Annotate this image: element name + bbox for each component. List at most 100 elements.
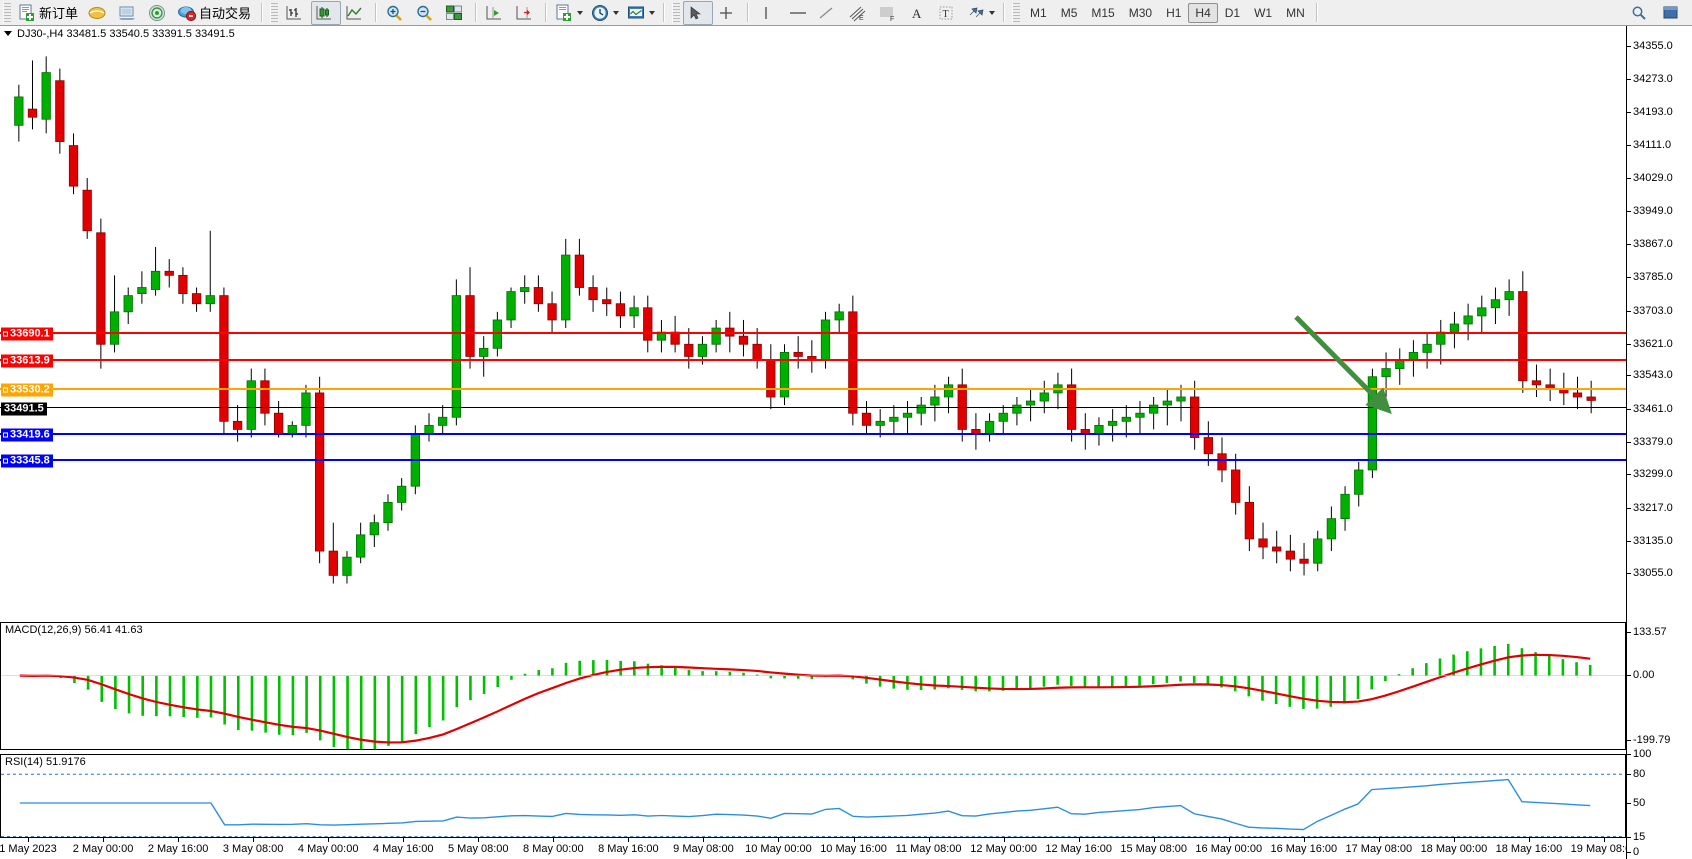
candlestick-chart-icon-button[interactable] — [311, 0, 342, 25]
candle-body — [1531, 380, 1542, 386]
price-axis-tick — [1627, 277, 1631, 279]
templates-icon-button[interactable] — [623, 1, 659, 25]
price-line-33613[interactable] — [0, 359, 1626, 361]
candle-body — [793, 351, 803, 357]
chart-area[interactable]: DJ30-,H4 33481.5 33540.5 33391.5 33491.5… — [0, 26, 1692, 859]
toolbar-grip[interactable] — [3, 2, 11, 23]
price-tag-support[interactable]: 33419.6 — [1, 428, 53, 442]
price-pane[interactable] — [0, 28, 1626, 620]
trend-line-icon-button[interactable] — [813, 1, 843, 25]
candle-body — [41, 72, 51, 120]
timeframe-h4[interactable]: H4 — [1188, 2, 1218, 23]
price-axis-tick — [1627, 46, 1631, 48]
price-tag-resistance[interactable]: 33613.9 — [1, 354, 53, 368]
rsi-axis-tick — [1627, 803, 1631, 804]
candle-body — [779, 351, 790, 398]
window-control-icon-button[interactable] — [1659, 1, 1689, 25]
timeframe-m15[interactable]: M15 — [1091, 5, 1115, 20]
terminal-icon-button[interactable] — [114, 1, 144, 25]
price-tag-value: 33345.8 — [10, 454, 50, 467]
autotrading-button[interactable]: 自动交易 — [174, 1, 257, 25]
chart-toolbar-grip[interactable] — [270, 2, 279, 23]
new-chart-icon-button[interactable] — [551, 1, 587, 25]
cursor-icon-button[interactable] — [683, 0, 714, 25]
tile-windows-icon-button[interactable] — [441, 1, 471, 25]
candle-body — [96, 232, 106, 345]
rsi-axis-label: 50 — [1633, 797, 1646, 809]
candle-body — [684, 343, 694, 357]
macd-pane[interactable] — [0, 622, 1626, 750]
time-axis-label: 10 May 00:00 — [745, 843, 812, 855]
equidistant-channel-icon-button[interactable]: E — [843, 1, 873, 25]
price-line-33530[interactable] — [0, 388, 1626, 390]
timeframe-m1[interactable]: M1 — [1030, 5, 1047, 20]
chevron-down-icon-4[interactable] — [989, 10, 996, 15]
fibonacci-icon-button[interactable]: F — [873, 1, 903, 25]
auto-scroll-icon-button[interactable] — [511, 1, 541, 25]
time-axis-label: 1 May 2023 — [0, 843, 57, 855]
new-order-label: 新订单 — [39, 6, 79, 21]
toolbar-separator-3 — [475, 3, 478, 22]
candle-body — [1422, 343, 1432, 353]
macd-indicator-label: MACD(12,26,9) 56.41 41.63 — [5, 624, 143, 636]
candle-body — [1285, 550, 1296, 560]
chevron-down-icon-3[interactable] — [649, 10, 656, 15]
candle-body — [711, 327, 721, 345]
price-axis-tick — [1627, 343, 1631, 345]
chart-shift-icon-button[interactable] — [481, 1, 511, 25]
price-axis[interactable]: 34355.0 34273.0 34193.0 34111.0 34029.0 33949… — [1626, 26, 1692, 859]
drawing-toolbar-grip[interactable] — [672, 2, 681, 23]
time-axis-label: 2 May 00:00 — [72, 843, 134, 855]
arrows-icon-button[interactable] — [963, 1, 999, 25]
horizontal-line-icon-button[interactable] — [783, 1, 813, 25]
signals-icon-button[interactable] — [144, 1, 174, 25]
svg-text:E: E — [859, 15, 864, 22]
time-axis[interactable]: 1 May 2023 2 May 00:00 2 May 16:00 3 May 08… — [0, 837, 1637, 859]
candle-body — [492, 319, 503, 349]
rsi-pane[interactable] — [0, 754, 1626, 852]
text-icon-button[interactable]: A — [903, 1, 933, 25]
candle-body — [1039, 392, 1049, 402]
price-axis-label: 33055.0 — [1633, 567, 1673, 580]
time-axis-label: 16 May 00:00 — [1195, 843, 1263, 855]
zoom-out-icon-button[interactable] — [411, 1, 441, 25]
timeframe-m30[interactable]: M30 — [1128, 5, 1153, 20]
timeframe-w1[interactable]: W1 — [1254, 5, 1273, 20]
price-axis-label: 33949.0 — [1633, 204, 1673, 217]
new-order-button[interactable]: 新订单 — [14, 1, 84, 25]
price-tag-resistance[interactable]: 33690.1 — [1, 327, 53, 341]
price-tag-support[interactable]: 33345.8 — [1, 454, 53, 468]
price-line-33690[interactable] — [0, 332, 1626, 334]
time-axis-label: 12 May 16:00 — [1045, 843, 1112, 855]
chevron-down-icon[interactable] — [577, 10, 584, 15]
timeframe-h1[interactable]: H1 — [1166, 5, 1182, 20]
zoom-in-icon-button[interactable] — [381, 1, 411, 25]
timeframe-m5[interactable]: M5 — [1060, 5, 1078, 20]
green-trend-arrow[interactable] — [1290, 311, 1410, 426]
price-line-33419[interactable] — [0, 433, 1626, 435]
price-tag-pivot[interactable]: 33530.2 — [1, 383, 53, 397]
text-label-icon-button[interactable]: T — [933, 1, 963, 25]
timeframe-toolbar-grip[interactable] — [1012, 2, 1021, 23]
chart-menu-caret-icon[interactable] — [4, 31, 12, 36]
price-line-33491-current[interactable] — [0, 407, 1626, 408]
search-icon-button[interactable] — [1627, 1, 1657, 25]
data-window-icon-button[interactable] — [84, 1, 114, 25]
price-line-33345[interactable] — [0, 459, 1626, 461]
timeframe-d1[interactable]: D1 — [1224, 5, 1241, 20]
price-tag-current[interactable]: 33491.5 — [1, 402, 47, 416]
crosshair-icon-button[interactable] — [713, 1, 743, 25]
candle-body — [1149, 404, 1159, 414]
line-chart-icon-button[interactable] — [341, 1, 371, 25]
chevron-down-icon-2[interactable] — [613, 10, 620, 15]
time-axis-tick — [1528, 838, 1530, 842]
svg-text:T: T — [943, 9, 949, 20]
candle-body — [1518, 291, 1528, 382]
timeframe-mn[interactable]: MN — [1286, 5, 1305, 20]
time-axis-tick — [628, 838, 630, 842]
candle-body — [356, 534, 366, 558]
period-icon-button[interactable] — [587, 1, 623, 25]
price-tag-value: 33613.9 — [10, 354, 50, 367]
vertical-line-icon-button[interactable] — [753, 1, 783, 25]
bar-chart-icon-button[interactable] — [281, 1, 311, 25]
